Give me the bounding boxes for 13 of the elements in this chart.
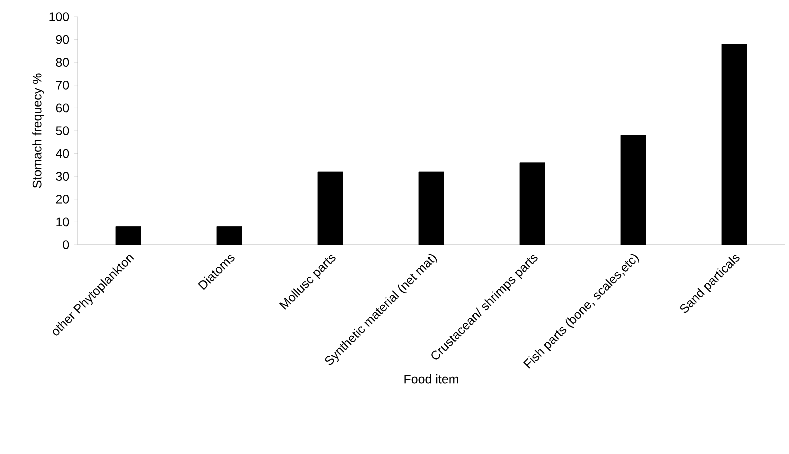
y-tick-label: 100 — [50, 12, 70, 22]
y-tick-label: 90 — [56, 35, 70, 44]
y-tick-label: 70 — [56, 80, 70, 90]
y-tick-label: 0 — [63, 240, 70, 250]
y-tick-label: 50 — [56, 126, 70, 136]
y-tick-label: 40 — [56, 149, 70, 158]
y-tick-label: 20 — [56, 194, 70, 204]
y-axis-title: Stomach frequecy % — [32, 74, 44, 188]
y-tick-label: 80 — [56, 58, 70, 68]
y-tick-label: 30 — [56, 172, 70, 182]
x-axis-title: Food item — [404, 374, 458, 384]
y-tick-label: 10 — [56, 218, 70, 227]
y-tick-label: 60 — [56, 104, 70, 113]
